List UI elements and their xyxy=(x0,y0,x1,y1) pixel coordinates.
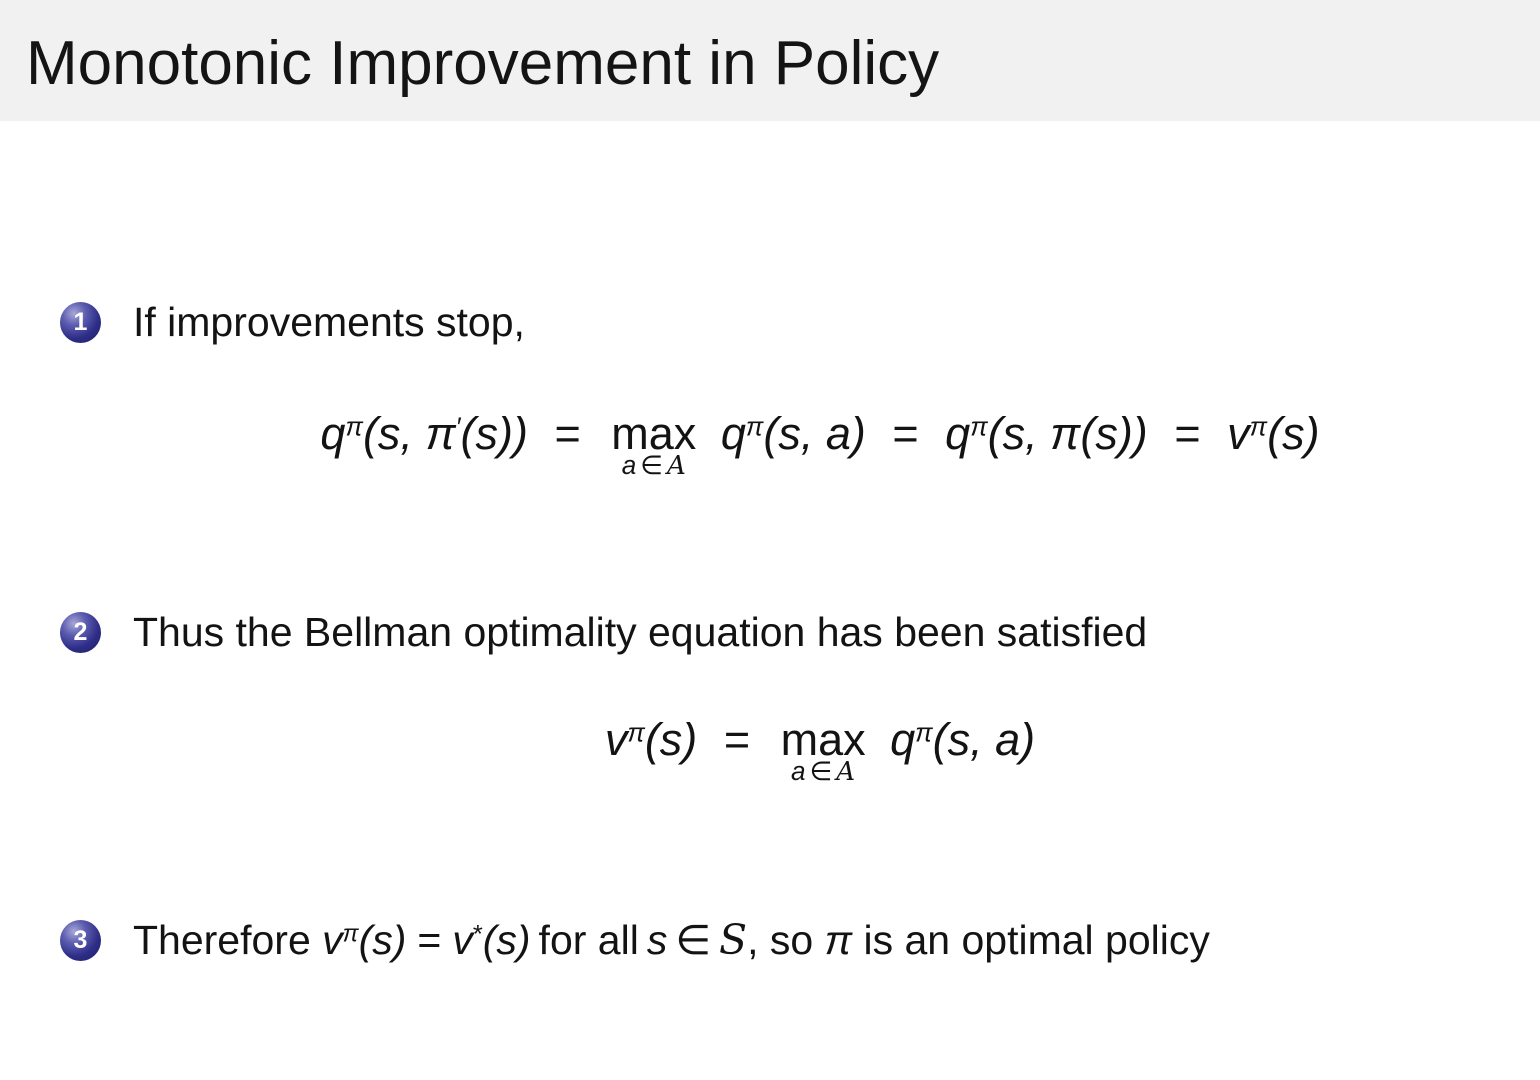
text-run: for all xyxy=(538,917,639,963)
max-label: max xyxy=(780,714,866,765)
math-var: π xyxy=(824,917,853,963)
math-var: q xyxy=(320,408,346,459)
math-args: (s) xyxy=(358,917,407,963)
script-S: S xyxy=(719,916,748,964)
math-args: (s) xyxy=(482,917,531,963)
math-var: q xyxy=(945,408,971,459)
max-subscript: a ∈ A xyxy=(791,758,855,785)
list-item-1: 1 If improvements stop, xyxy=(60,296,1520,348)
math-sup: π xyxy=(745,411,764,442)
item-text-3: Therefore vπ(s) = v*(s) for all s ∈ S, so π is… xyxy=(133,916,1210,964)
max-label: max xyxy=(611,408,697,459)
math-sup: π xyxy=(345,411,363,442)
max-subscript: a ∈ A xyxy=(622,452,686,479)
math-var: v xyxy=(452,917,473,963)
max-operator: max a ∈ A xyxy=(780,714,866,785)
script-A: A xyxy=(666,451,686,481)
math-args: (s) xyxy=(1267,408,1320,459)
math-var: s xyxy=(646,917,668,963)
math-sup: π xyxy=(970,411,988,442)
item-text-1: If improvements stop, xyxy=(133,298,525,345)
math-args: (s)) xyxy=(1080,408,1148,459)
math-args: (s) xyxy=(644,714,698,765)
math-var: a xyxy=(621,450,637,480)
equals-sign: = xyxy=(417,917,442,963)
math-args: (s, xyxy=(987,408,1051,459)
math-args: (s, a) xyxy=(763,408,866,459)
badge-number: 3 xyxy=(73,925,88,954)
formula-policy-improvement: qπ(s, π′(s)) = max a ∈ A qπ(s, a) = qπ(s, π… xyxy=(130,408,1510,479)
max-operator: max a ∈ A xyxy=(611,408,697,479)
text-run: is an optimal policy xyxy=(852,917,1210,963)
badge-number: 1 xyxy=(73,307,88,336)
math-var: q xyxy=(890,714,916,765)
math-var: v xyxy=(604,714,628,765)
page-title: Monotonic Improvement in Policy xyxy=(26,29,940,98)
math-sup: π xyxy=(627,717,645,748)
math-args: (s, a) xyxy=(932,714,1036,765)
list-item-3: 3 Therefore vπ(s) = v*(s) for all s ∈ S, so π … xyxy=(60,914,1520,966)
math-var: a xyxy=(791,756,806,786)
item-number-badge-2: 2 xyxy=(60,611,101,653)
item-text-2: Thus the Bellman optimality equation has… xyxy=(133,608,1148,655)
math-star-sup: * xyxy=(472,920,483,949)
math-prime: ′ xyxy=(455,411,461,442)
equals-sign: = xyxy=(1174,408,1201,459)
slide-header: Monotonic Improvement in Policy xyxy=(0,0,1540,121)
element-of-sign: ∈ xyxy=(809,756,833,786)
formula-bellman-optimality: vπ(s) = max a ∈ A qπ(s, a) xyxy=(130,714,1510,785)
text-run: Therefore xyxy=(133,917,323,963)
math-args: (s, xyxy=(362,408,426,459)
math-var: v xyxy=(322,917,343,963)
list-item-2: 2 Thus the Bellman optimality equation h… xyxy=(60,606,1520,658)
math-var: v xyxy=(1227,408,1250,459)
element-of-sign: ∈ xyxy=(675,917,712,963)
math-args: (s)) xyxy=(460,408,528,459)
math-sup: π xyxy=(342,920,359,948)
item-number-badge-1: 1 xyxy=(60,301,101,343)
equals-sign: = xyxy=(723,714,751,765)
element-of-sign: ∈ xyxy=(640,450,663,480)
math-var: π xyxy=(425,408,456,459)
text-run: , so xyxy=(747,917,825,963)
math-sup: π xyxy=(1249,411,1268,442)
math-var: q xyxy=(720,408,746,459)
equals-sign: = xyxy=(554,408,581,459)
math-sup: π xyxy=(915,717,933,748)
badge-number: 2 xyxy=(73,617,88,646)
script-A: A xyxy=(836,757,856,787)
item-number-badge-3: 3 xyxy=(60,919,101,961)
equals-sign: = xyxy=(892,408,919,459)
math-var: π xyxy=(1050,408,1081,459)
